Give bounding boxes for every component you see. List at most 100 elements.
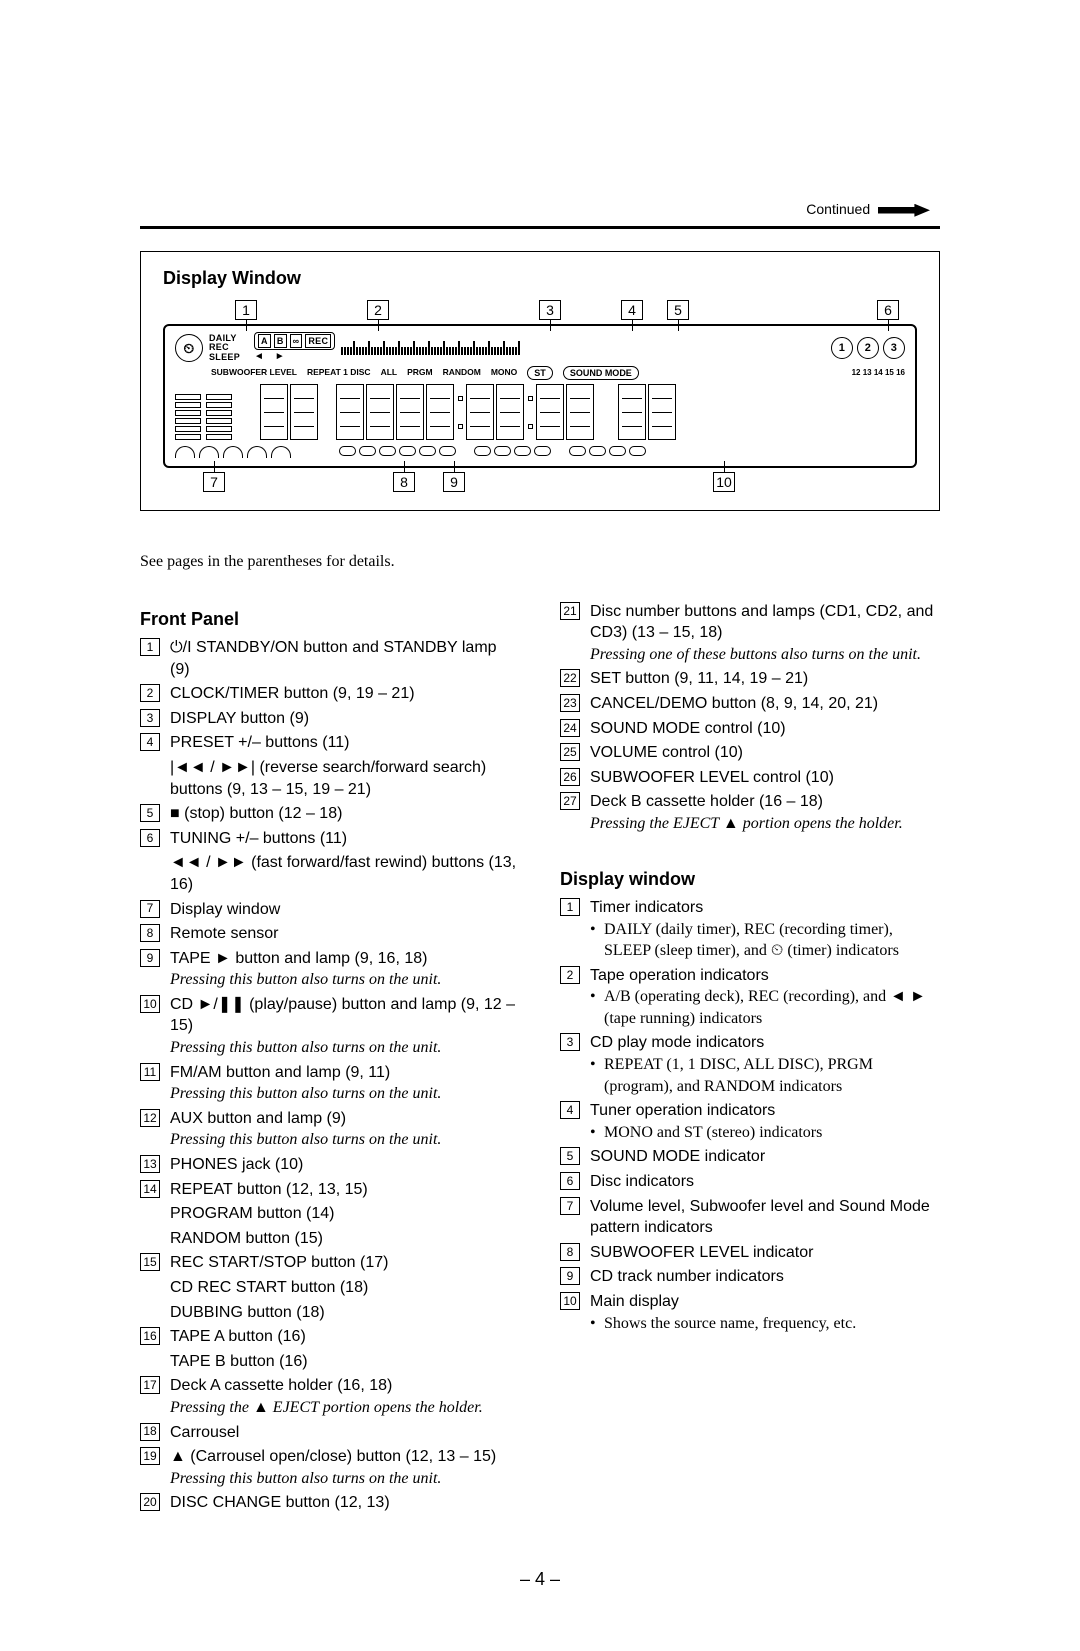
item-number-box <box>140 1303 160 1321</box>
item-number-box <box>140 1229 160 1247</box>
item-bullets: Shows the source name, frequency, etc. <box>590 1313 940 1335</box>
item-text: SUBWOOFER LEVEL indicator <box>590 1244 813 1261</box>
body-columns: Front Panel 1⏻/I STANDBY/ON button and S… <box>140 601 940 1517</box>
continued-header: Continued <box>806 200 930 219</box>
item-bullets: REPEAT (1, 1 DISC, ALL DISC), PRGM (prog… <box>590 1054 940 1097</box>
bullet-item: REPEAT (1, 1 DISC, ALL DISC), PRGM (prog… <box>590 1054 940 1097</box>
callout-5: 5 <box>667 300 689 320</box>
list-item: 27Deck B cassette holder (16 – 18)Pressi… <box>560 791 940 834</box>
item-text: PHONES jack (10) <box>170 1156 303 1173</box>
item-text: FM/AM button and lamp (9, 11) <box>170 1064 390 1081</box>
node-row <box>339 446 646 458</box>
item-note: Pressing one of these buttons also turns… <box>590 644 940 666</box>
callout-8: 8 <box>393 472 415 492</box>
continued-label: Continued <box>806 201 870 217</box>
item-number-box: 6 <box>140 829 160 847</box>
item-number-box: 19 <box>140 1447 160 1465</box>
item-text: CD play mode indicators <box>590 1034 764 1051</box>
item-note: Pressing the EJECT ▲ portion opens the h… <box>590 813 940 835</box>
item-number-box: 13 <box>140 1155 160 1173</box>
item-note: Pressing this button also turns on the u… <box>170 969 520 991</box>
item-number-box: 3 <box>140 709 160 727</box>
item-text: SOUND MODE control (10) <box>590 720 786 737</box>
item-number-box: 23 <box>560 694 580 712</box>
item-number-box: 24 <box>560 719 580 737</box>
sleep-label: SLEEP <box>209 353 240 362</box>
top-rule <box>140 226 940 229</box>
item-text: TAPE ► button and lamp (9, 16, 18) <box>170 950 427 967</box>
list-item: |◄◄ / ►►| (reverse search/forward search… <box>140 757 520 800</box>
callout-4: 4 <box>621 300 643 320</box>
seg-main-group <box>336 384 594 440</box>
item-text: Timer indicators <box>590 899 703 916</box>
display-window-bottom-callouts: 7 8 9 10 <box>163 472 917 492</box>
lcd-row-1: ⏲ DAILY REC SLEEP A B ∞ REC ◄ ► 1 2 3 <box>175 332 905 364</box>
item-text: PRESET +/– buttons (11) <box>170 734 350 751</box>
tape-pillbox: A B ∞ REC <box>254 332 335 350</box>
disc-1: 1 <box>831 337 853 359</box>
lcd-row-1b: SUBWOOFER LEVEL REPEAT 1 DISC ALL PRGM R… <box>211 366 905 380</box>
list-item: 1Timer indicatorsDAILY (daily timer), RE… <box>560 897 940 962</box>
item-text: Tape operation indicators <box>590 967 769 984</box>
list-item: 26SUBWOOFER LEVEL control (10) <box>560 767 940 789</box>
item-number-box <box>140 758 160 776</box>
item-number-box: 26 <box>560 768 580 786</box>
item-number-box: 20 <box>140 1493 160 1511</box>
item-bullets: A/B (operating deck), REC (recording), a… <box>590 986 940 1029</box>
display-window-heading: Display window <box>560 867 940 891</box>
item-text: Deck A cassette holder (16, 18) <box>170 1377 392 1394</box>
item-number-box: 16 <box>140 1327 160 1345</box>
front-panel-list-continued: 21 Disc number buttons and lamps (CD1, CD… <box>560 601 940 835</box>
item-text: RANDOM button (15) <box>170 1230 323 1247</box>
list-item: CD REC START button (18) <box>140 1277 520 1299</box>
list-item: RANDOM button (15) <box>140 1228 520 1250</box>
item-number-box: 25 <box>560 743 580 761</box>
list-item: 2Tape operation indicatorsA/B (operating… <box>560 965 940 1030</box>
list-item: TAPE B button (16) <box>140 1351 520 1373</box>
item-number-box: 8 <box>140 924 160 942</box>
list-item: 9TAPE ► button and lamp (9, 16, 18)Press… <box>140 948 520 991</box>
disc-2: 2 <box>857 337 879 359</box>
item-text: Display window <box>170 901 280 918</box>
item-number-box: 4 <box>560 1101 580 1119</box>
callout-3: 3 <box>539 300 561 320</box>
item-text: DISC CHANGE button (12, 13) <box>170 1494 390 1511</box>
lcd-panel: ⏲ DAILY REC SLEEP A B ∞ REC ◄ ► 1 2 3 <box>163 324 917 468</box>
item-number-box: 2 <box>140 684 160 702</box>
list-item: 4 PRESET +/– buttons (11) <box>140 732 520 754</box>
list-item: 10CD ►/❚❚ (play/pause) button and lamp (… <box>140 994 520 1059</box>
intro-text: See pages in the parentheses for details… <box>140 551 940 573</box>
item-text: Disc number buttons and lamps (CD1, CD2,… <box>590 603 933 642</box>
list-item: 22SET button (9, 11, 14, 19 – 21) <box>560 668 940 690</box>
item-note: Pressing this button also turns on the u… <box>170 1129 520 1151</box>
item-text: CD REC START button (18) <box>170 1279 368 1296</box>
callout-6: 6 <box>877 300 899 320</box>
sound-mode-label: SOUND MODE <box>563 366 639 380</box>
item-number-box: 21 <box>560 602 580 620</box>
list-item: PROGRAM button (14) <box>140 1203 520 1225</box>
callout-1: 1 <box>235 300 257 320</box>
list-item: 23CANCEL/DEMO button (8, 9, 14, 20, 21) <box>560 693 940 715</box>
list-item: 2 CLOCK/TIMER button (9, 19 – 21) <box>140 683 520 705</box>
list-item: 7Volume level, Subwoofer level and Sound… <box>560 1196 940 1239</box>
item-number-box: 4 <box>140 733 160 751</box>
list-item: 9CD track number indicators <box>560 1266 940 1288</box>
item-text: CLOCK/TIMER button (9, 19 – 21) <box>170 685 415 702</box>
bullet-item: MONO and ST (stereo) indicators <box>590 1122 940 1144</box>
item-number-box: 22 <box>560 669 580 687</box>
tape-a-sym: A <box>258 334 271 348</box>
callout-9: 9 <box>443 472 465 492</box>
list-item: 7Display window <box>140 899 520 921</box>
level-bars-left <box>175 394 201 440</box>
item-text: DISPLAY button (9) <box>170 710 309 727</box>
list-item: 5SOUND MODE indicator <box>560 1146 940 1168</box>
list-item: 18Carrousel <box>140 1422 520 1444</box>
item-number-box: 6 <box>560 1172 580 1190</box>
item-number-box: 27 <box>560 792 580 810</box>
item-note: Pressing the ▲ EJECT portion opens the h… <box>170 1397 520 1419</box>
mono-label: MONO <box>491 367 517 378</box>
item-text: TUNING +/– buttons (11) <box>170 830 347 847</box>
tape-b-sym: B <box>274 334 287 348</box>
list-item: 6Disc indicators <box>560 1171 940 1193</box>
item-text: ■ (stop) button (12 – 18) <box>170 805 342 822</box>
